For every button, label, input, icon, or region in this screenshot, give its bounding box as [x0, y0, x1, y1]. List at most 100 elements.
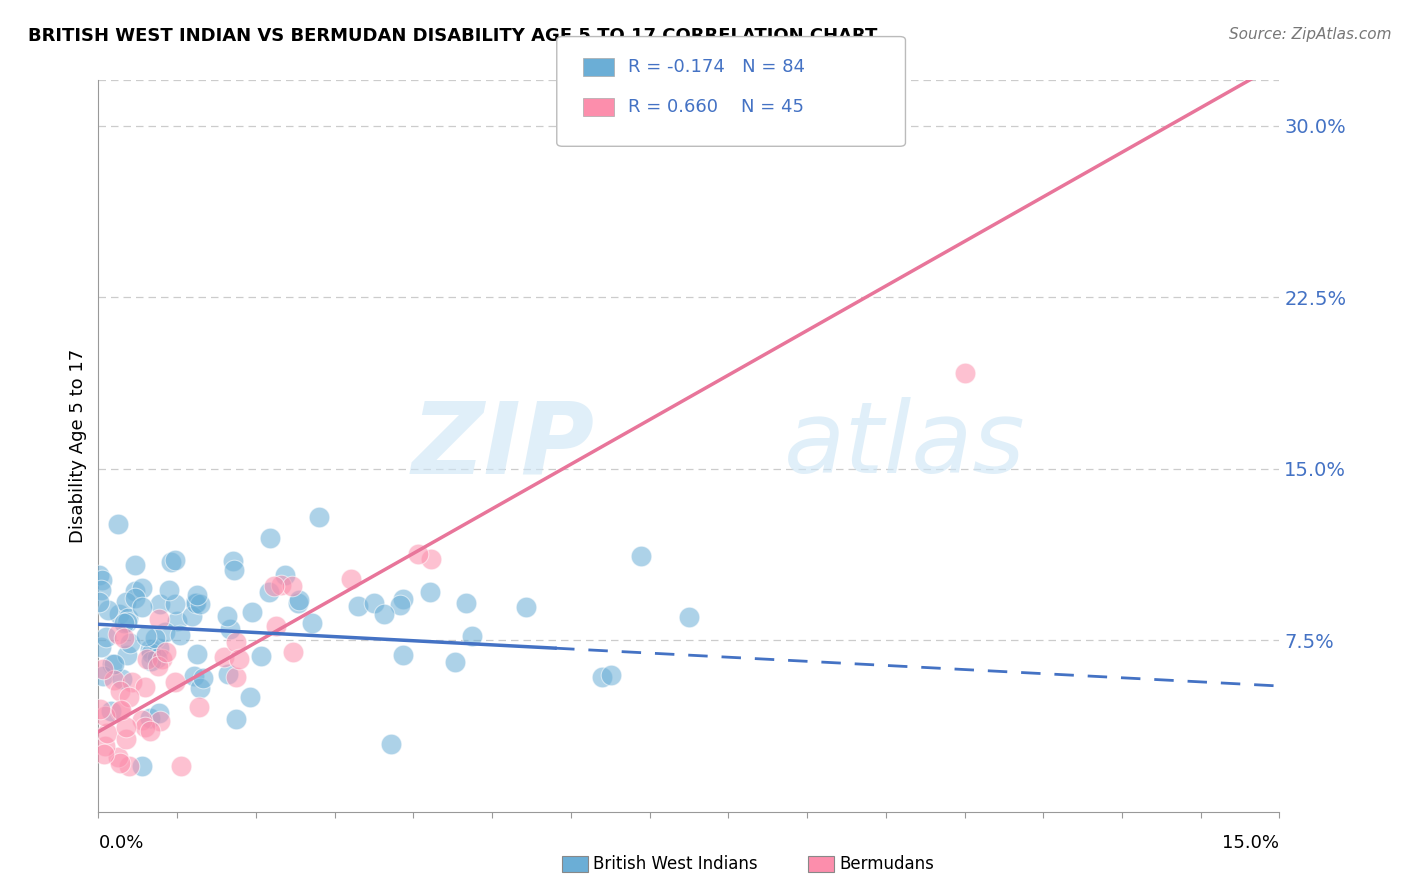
Point: [135, 629, 157, 643]
Point: [264, 619, 287, 633]
Text: 0.0%: 0.0%: [98, 834, 143, 852]
Point: [420, 552, 443, 566]
Point: [225, 712, 247, 726]
Text: BRITISH WEST INDIAN VS BERMUDAN DISABILITY AGE 5 TO 17 CORRELATION CHART: BRITISH WEST INDIAN VS BERMUDAN DISABILI…: [28, 27, 877, 45]
Point: [148, 706, 170, 720]
Point: [118, 690, 141, 705]
Point: [392, 648, 415, 663]
Point: [87, 595, 110, 609]
Point: [101, 657, 124, 672]
Point: [222, 564, 245, 578]
Point: [240, 606, 263, 620]
Point: [94, 709, 117, 723]
Point: [131, 713, 153, 727]
Point: [380, 738, 402, 752]
Point: [103, 673, 125, 687]
Point: [124, 558, 146, 572]
Point: [281, 578, 304, 592]
Point: [288, 593, 311, 607]
Point: [100, 704, 122, 718]
Point: [90, 583, 112, 598]
Point: [184, 596, 207, 610]
Point: [135, 652, 157, 666]
Point: [281, 645, 304, 659]
Point: [678, 610, 700, 624]
Text: Bermudans: Bermudans: [839, 855, 934, 873]
Point: [406, 548, 429, 562]
Point: [93, 747, 115, 762]
Point: [186, 647, 208, 661]
Point: [141, 646, 163, 660]
Point: [160, 555, 183, 569]
Point: [97, 603, 120, 617]
Point: [155, 645, 177, 659]
Point: [346, 599, 368, 613]
Point: [163, 674, 186, 689]
Point: [443, 655, 465, 669]
Point: [139, 711, 162, 725]
Point: [143, 631, 166, 645]
Point: [108, 704, 131, 718]
Point: [169, 759, 191, 773]
Point: [308, 509, 330, 524]
Point: [117, 648, 139, 663]
Point: [215, 609, 238, 624]
Point: [186, 588, 208, 602]
Point: [250, 649, 273, 664]
Point: [180, 608, 202, 623]
Point: [110, 756, 132, 770]
Text: ZIP: ZIP: [412, 398, 595, 494]
Point: [591, 670, 613, 684]
Point: [225, 670, 247, 684]
Point: [96, 726, 118, 740]
Point: [274, 567, 297, 582]
Point: [373, 607, 395, 622]
Point: [139, 654, 162, 668]
Point: [115, 720, 138, 734]
Point: [91, 574, 114, 588]
Text: atlas: atlas: [783, 398, 1025, 494]
Text: British West Indians: British West Indians: [593, 855, 758, 873]
Point: [259, 531, 281, 545]
Point: [134, 680, 156, 694]
Point: [190, 597, 212, 611]
Point: [131, 581, 153, 595]
Point: [263, 579, 285, 593]
Point: [110, 703, 132, 717]
Point: [191, 671, 214, 685]
Point: [630, 549, 652, 563]
Point: [165, 553, 187, 567]
Point: [107, 627, 129, 641]
Point: [107, 517, 129, 532]
Point: [146, 651, 169, 665]
Point: [239, 690, 262, 704]
Point: [419, 585, 441, 599]
Point: [94, 630, 117, 644]
Point: [148, 640, 170, 655]
Point: [117, 610, 139, 624]
Point: [153, 624, 176, 639]
Point: [600, 668, 623, 682]
Point: [139, 641, 162, 656]
Point: [169, 628, 191, 642]
Point: [149, 714, 172, 728]
Point: [218, 622, 240, 636]
Point: [953, 366, 976, 380]
Point: [257, 585, 280, 599]
Point: [392, 592, 415, 607]
Point: [190, 681, 212, 695]
Point: [115, 595, 138, 609]
Point: [301, 616, 323, 631]
Point: [150, 652, 173, 666]
Point: [121, 674, 143, 689]
Point: [131, 759, 153, 773]
Point: [228, 652, 250, 666]
Point: [149, 597, 172, 611]
Point: [115, 615, 138, 629]
Point: [93, 669, 115, 683]
Point: [287, 596, 309, 610]
Point: [270, 578, 292, 592]
Point: [183, 669, 205, 683]
Point: [146, 658, 169, 673]
Text: 15.0%: 15.0%: [1222, 834, 1279, 852]
